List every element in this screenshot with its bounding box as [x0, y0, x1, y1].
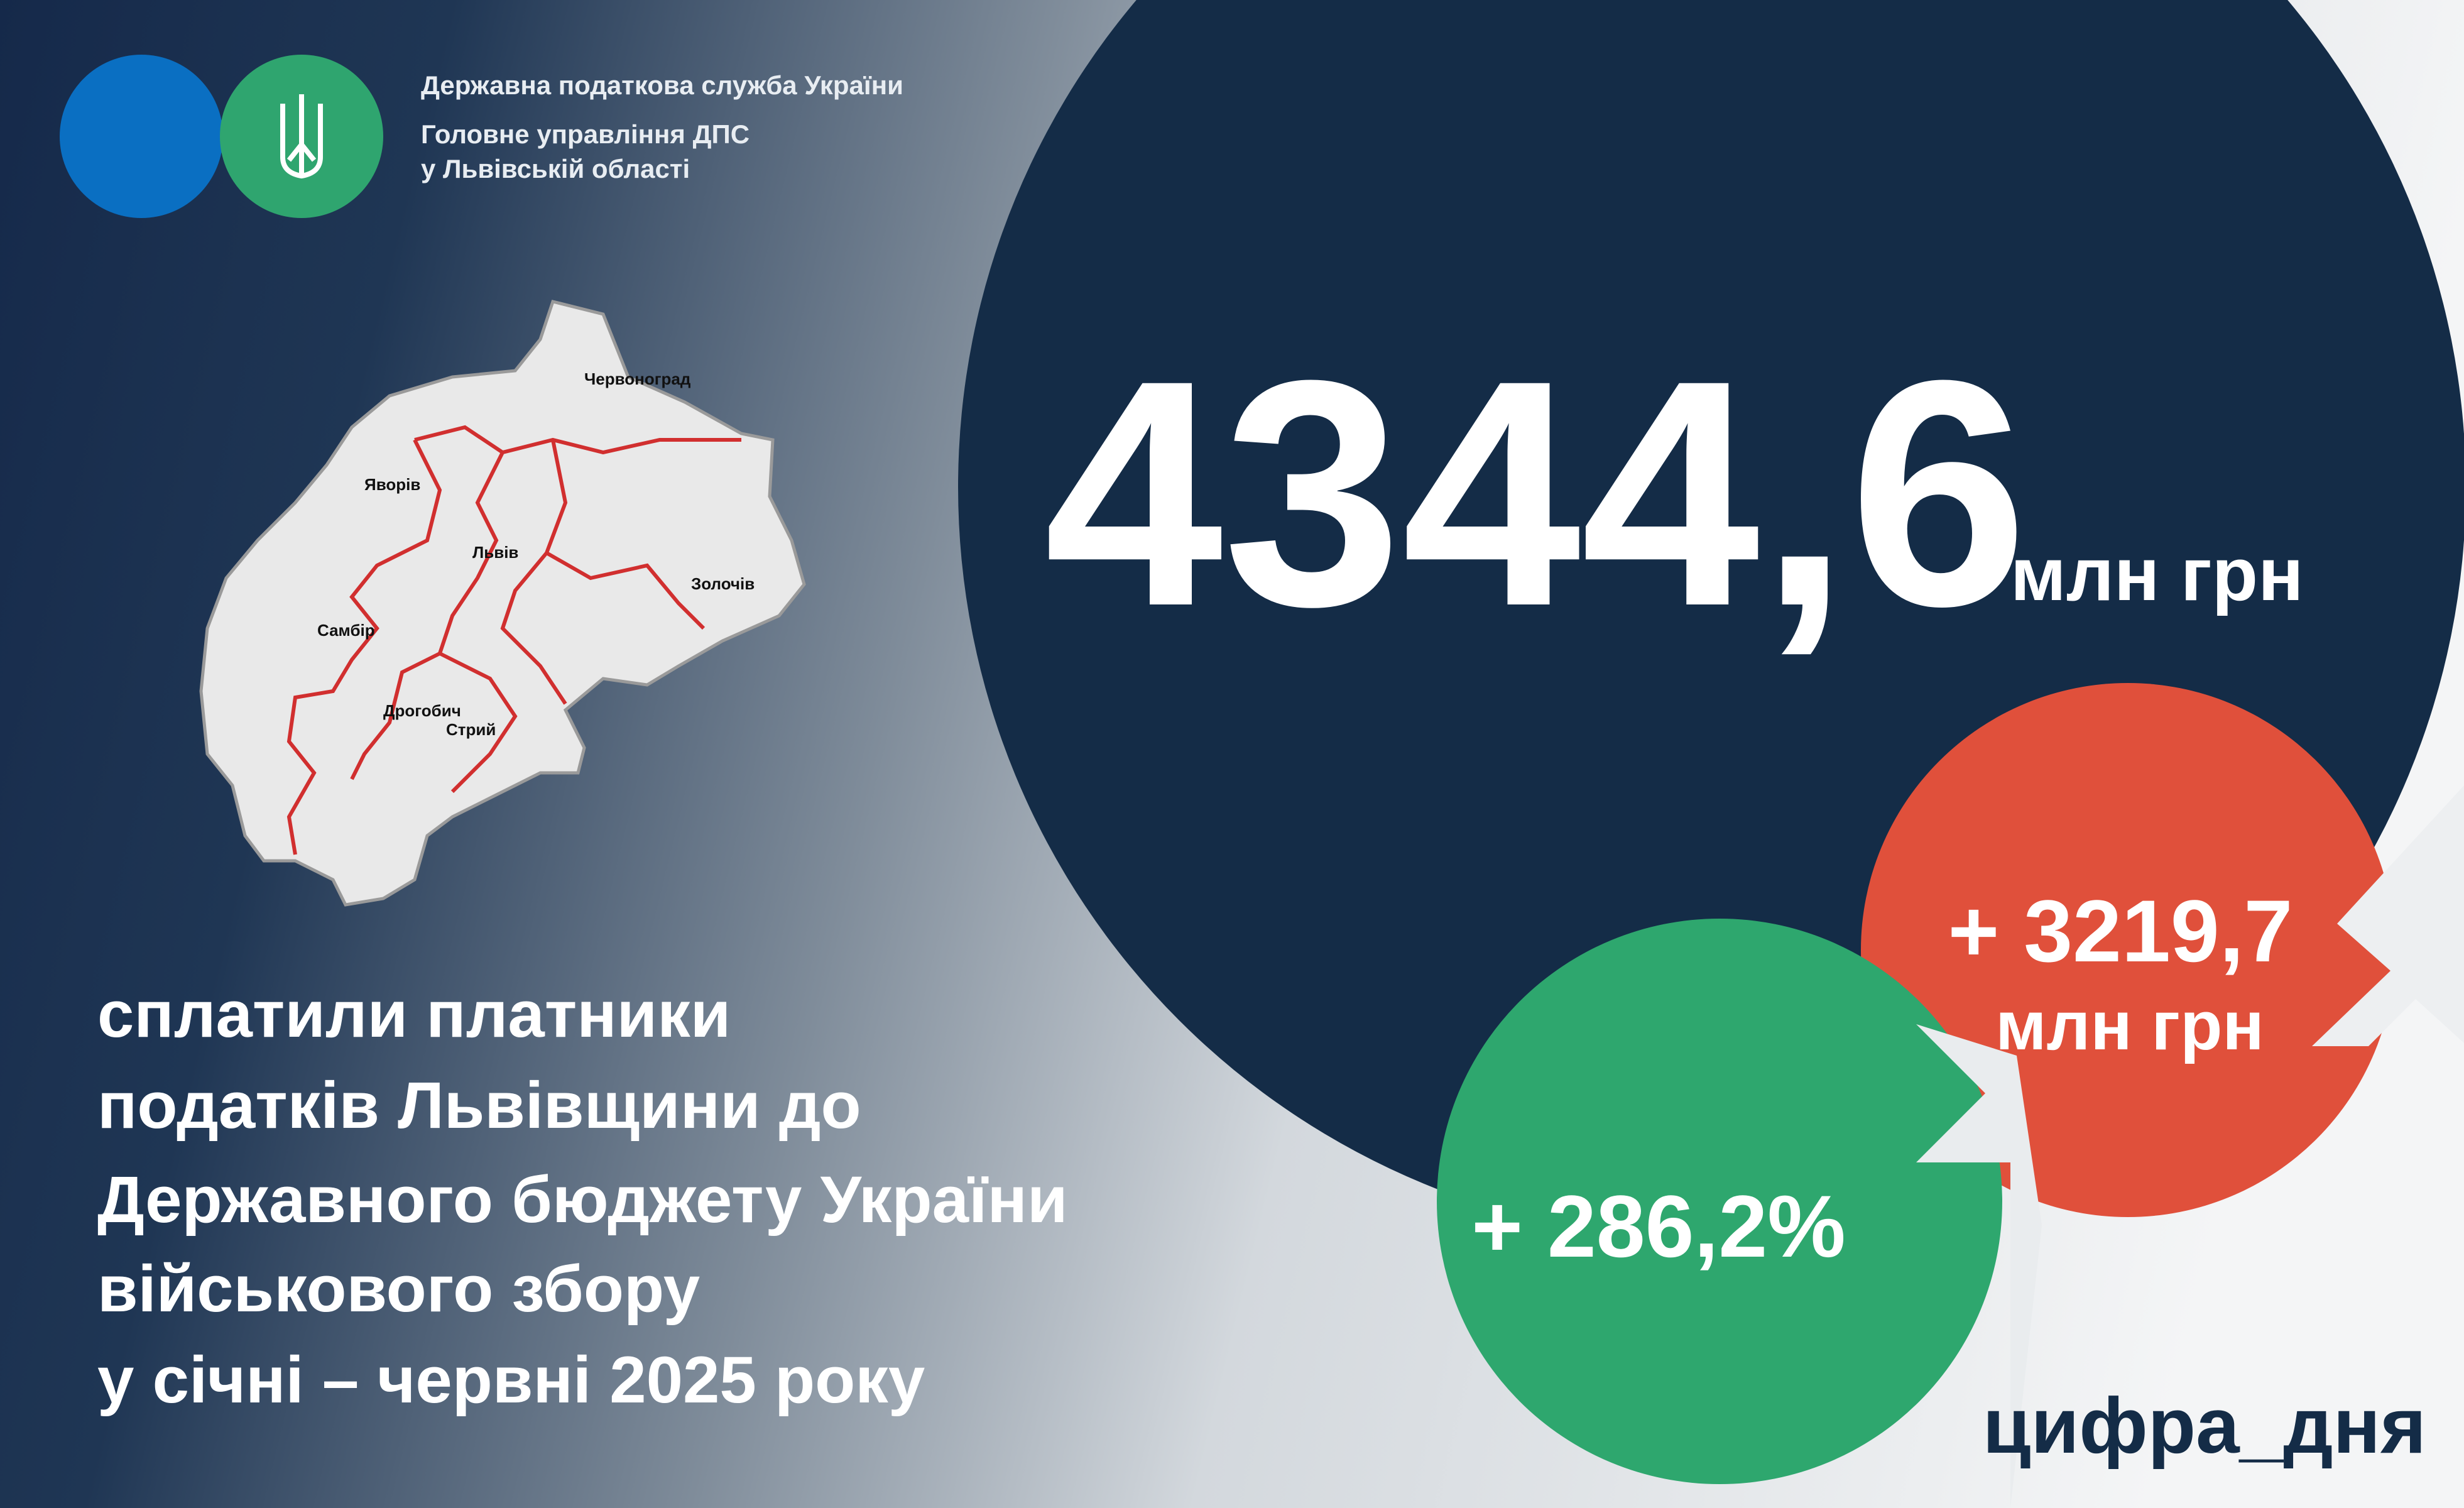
- increase-abs-value: + 3219,7: [1948, 882, 2293, 980]
- increase-abs-unit: млн грн: [1995, 987, 2264, 1064]
- main-unit: млн грн: [2010, 532, 2304, 616]
- trident: [280, 94, 323, 179]
- city-label: Яворів: [364, 475, 420, 494]
- city-label: Дрогобич: [383, 701, 461, 720]
- city-label: Червоноград: [584, 369, 691, 388]
- hashtag: цифра_дня: [1983, 1382, 2426, 1470]
- description-line: Державного бюджету України: [97, 1163, 1068, 1237]
- org-line: Державна податкова служба України: [421, 70, 903, 100]
- description-line: податків Львівщини до: [97, 1069, 861, 1142]
- description-line: військового збору: [97, 1252, 700, 1326]
- logo-blue: [60, 55, 223, 218]
- increase-pct-circle: [1437, 919, 2002, 1484]
- city-label: Золочів: [691, 574, 755, 593]
- region-map: [199, 300, 806, 907]
- city-label: Стрий: [446, 720, 496, 739]
- description-line: у січні – червні 2025 року: [97, 1343, 925, 1417]
- city-label: Самбір: [317, 621, 375, 640]
- increase-pct-value: + 286,2%: [1471, 1177, 1845, 1276]
- description-line: сплатили платники: [97, 978, 731, 1051]
- org-line: Головне управління ДПС: [421, 119, 750, 149]
- main-value: 4344,6: [1044, 313, 2028, 673]
- city-label: Львів: [472, 543, 518, 562]
- arrow-red: [2312, 785, 2464, 1046]
- arrow-green: [1916, 1024, 2042, 1508]
- org-line: у Львівській області: [421, 154, 690, 183]
